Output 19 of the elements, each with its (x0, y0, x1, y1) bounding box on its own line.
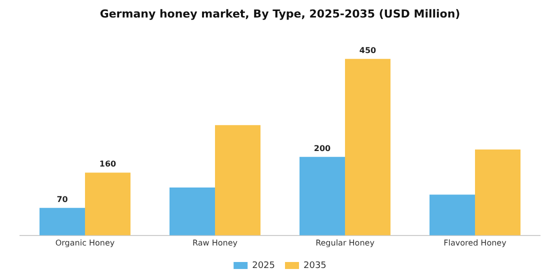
bar (345, 58, 390, 236)
chart-title: Germany honey market, By Type, 2025-2035 (USD Million) (100, 7, 460, 20)
bar (170, 188, 215, 236)
x-tick-label: Flavored Honey (444, 238, 507, 248)
x-tick-label: Raw Honey (192, 238, 238, 248)
data-label: 200 (314, 144, 332, 153)
x-tick-label: Regular Honey (316, 238, 375, 248)
bar (300, 156, 345, 236)
data-label: 160 (99, 160, 117, 169)
x-tick-label: Organic Honey (55, 238, 115, 248)
legend-label: 2025 (252, 260, 275, 271)
data-label: 70 (56, 195, 68, 204)
legend-label: 2035 (304, 260, 326, 271)
bar (215, 125, 260, 236)
bar (475, 149, 520, 236)
bar (40, 208, 85, 236)
bar (85, 172, 130, 236)
data-label: 450 (359, 46, 377, 55)
bar (430, 194, 475, 236)
